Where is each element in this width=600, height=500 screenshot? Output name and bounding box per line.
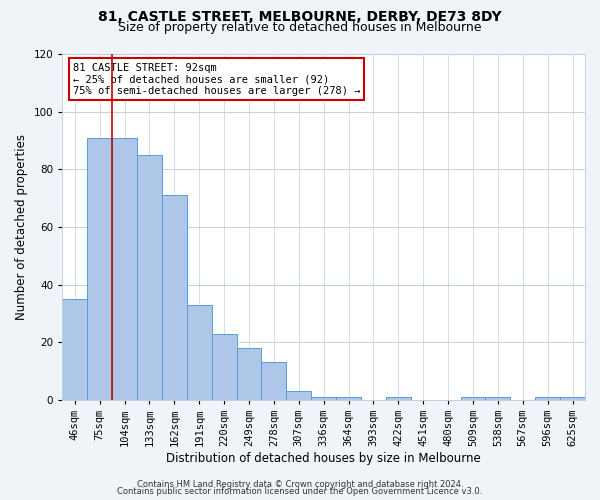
- X-axis label: Distribution of detached houses by size in Melbourne: Distribution of detached houses by size …: [166, 452, 481, 465]
- Bar: [336, 397, 361, 400]
- Bar: [236, 348, 262, 400]
- Bar: [311, 397, 336, 400]
- Bar: [62, 299, 87, 400]
- Bar: [485, 397, 511, 400]
- Bar: [461, 397, 485, 400]
- Bar: [212, 334, 236, 400]
- Text: 81 CASTLE STREET: 92sqm
← 25% of detached houses are smaller (92)
75% of semi-de: 81 CASTLE STREET: 92sqm ← 25% of detache…: [73, 62, 360, 96]
- Y-axis label: Number of detached properties: Number of detached properties: [15, 134, 28, 320]
- Bar: [187, 305, 212, 400]
- Text: Contains public sector information licensed under the Open Government Licence v3: Contains public sector information licen…: [118, 487, 482, 496]
- Bar: [112, 138, 137, 400]
- Bar: [560, 397, 585, 400]
- Bar: [262, 362, 286, 400]
- Bar: [286, 392, 311, 400]
- Bar: [162, 195, 187, 400]
- Bar: [87, 138, 112, 400]
- Text: 81, CASTLE STREET, MELBOURNE, DERBY, DE73 8DY: 81, CASTLE STREET, MELBOURNE, DERBY, DE7…: [98, 10, 502, 24]
- Bar: [535, 397, 560, 400]
- Text: Contains HM Land Registry data © Crown copyright and database right 2024.: Contains HM Land Registry data © Crown c…: [137, 480, 463, 489]
- Bar: [137, 155, 162, 400]
- Text: Size of property relative to detached houses in Melbourne: Size of property relative to detached ho…: [118, 21, 482, 34]
- Bar: [386, 397, 411, 400]
